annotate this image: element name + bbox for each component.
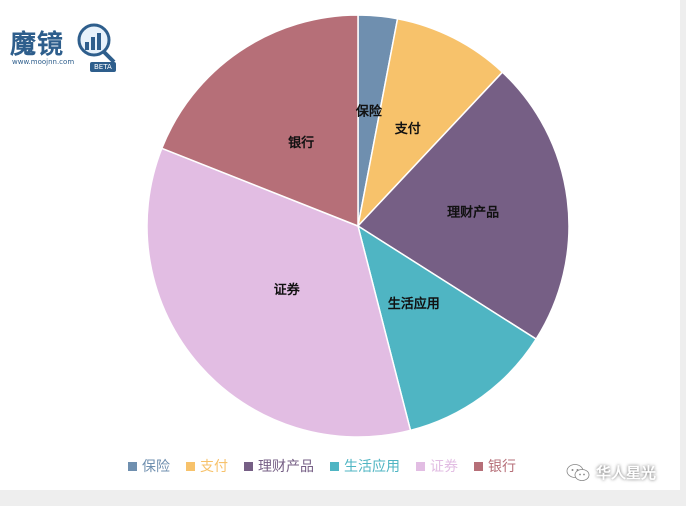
- legend-item-3[interactable]: 理财产品: [244, 456, 314, 476]
- legend-swatch: [186, 461, 195, 471]
- wechat-icon: [566, 463, 590, 481]
- legend-swatch: [416, 461, 425, 471]
- logo-beta-badge: BETA: [90, 62, 116, 72]
- watermark: 华人星光: [566, 462, 656, 483]
- pie-slice-label-1: 保险: [355, 103, 383, 119]
- legend-label: 保险: [142, 459, 170, 475]
- legend-label: 证券: [430, 459, 458, 475]
- logo-name: 魔镜: [10, 30, 65, 60]
- logo: 魔镜 www.moojnn.com BETA: [10, 22, 122, 78]
- pie-slice-5[interactable]: [146, 147, 412, 438]
- legend-item-6[interactable]: 银行: [474, 456, 516, 476]
- pie-slice-label-6: 银行: [288, 135, 314, 151]
- pie-slice-label-2: 支付: [394, 121, 421, 137]
- pie-slice-label-3: 理财产品: [447, 204, 499, 220]
- pie-slice-4[interactable]: [356, 224, 538, 432]
- legend-label: 银行: [488, 459, 516, 475]
- legend-item-5[interactable]: 证券: [416, 456, 458, 476]
- legend-label: 理财产品: [258, 459, 314, 475]
- pie-slice-label-5: 证券: [274, 282, 301, 298]
- legend-item-1[interactable]: 保险: [128, 456, 170, 476]
- chart-panel: 保险 支付 理财产品 生活应用 证券 银行 魔镜 www.moojnn.com BETA …: [0, 0, 680, 490]
- legend-label: 生活应用: [344, 459, 400, 475]
- legend: 保险 支付 理财产品 生活应用 证券 银行: [128, 456, 532, 476]
- legend-swatch: [244, 461, 253, 471]
- legend-swatch: [330, 461, 339, 471]
- pie-slice-2[interactable]: [356, 17, 504, 229]
- legend-swatch: [128, 461, 137, 471]
- pie-slice-6[interactable]: [160, 14, 359, 228]
- watermark-text: 华人星光: [596, 464, 657, 482]
- legend-item-4[interactable]: 生活应用: [330, 456, 400, 476]
- legend-label: 支付: [200, 459, 228, 475]
- logo-url: www.moojnn.com: [12, 58, 75, 66]
- legend-item-2[interactable]: 支付: [186, 456, 228, 476]
- legend-swatch: [474, 461, 483, 471]
- pie-slice-3[interactable]: [356, 71, 570, 341]
- pie-slice-label-4: 生活应用: [388, 296, 440, 312]
- magnifier-chart-icon: [77, 23, 116, 64]
